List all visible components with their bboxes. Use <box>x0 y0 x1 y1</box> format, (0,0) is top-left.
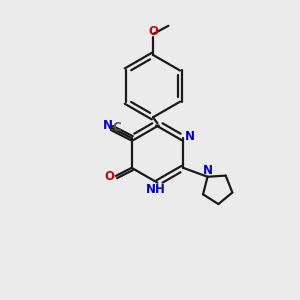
Text: O: O <box>148 25 158 38</box>
Text: C: C <box>113 122 122 134</box>
Text: NH: NH <box>146 183 166 196</box>
Text: N: N <box>185 130 195 143</box>
Text: O: O <box>104 170 114 183</box>
Text: N: N <box>103 119 113 132</box>
Text: N: N <box>203 164 213 177</box>
